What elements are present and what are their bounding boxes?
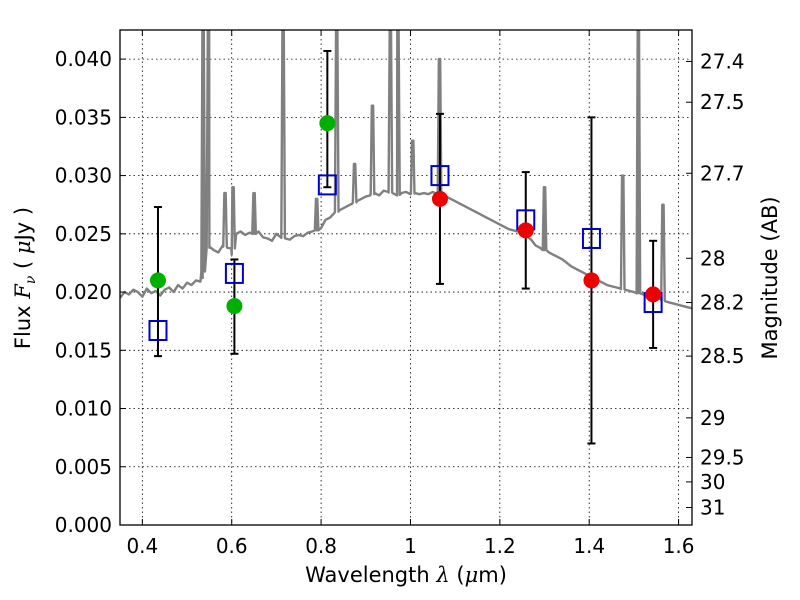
model-square-point bbox=[148, 319, 168, 341]
x-tick-label: 0.6 bbox=[216, 534, 248, 558]
right-tick-label: 28 bbox=[700, 246, 725, 270]
plot-frame bbox=[119, 29, 693, 526]
green-data-point bbox=[149, 272, 166, 289]
plot-area bbox=[120, 30, 692, 445]
right-tick-label: 30 bbox=[700, 470, 725, 494]
right-tick-label: 29.5 bbox=[700, 445, 745, 469]
y-tick-label: 0.035 bbox=[55, 105, 112, 129]
right-tick-label: 31 bbox=[700, 496, 725, 520]
right-tick-label: 27.7 bbox=[700, 161, 745, 185]
x-tick-label: 1.2 bbox=[484, 534, 516, 558]
y-tick-label: 0.020 bbox=[55, 280, 112, 304]
y-tick-label: 0.040 bbox=[55, 47, 112, 71]
right-tick-label: 28.2 bbox=[700, 291, 745, 315]
red-data-point bbox=[431, 190, 448, 207]
right-tick-label: 27.4 bbox=[700, 49, 745, 73]
green-data-point bbox=[319, 115, 336, 132]
y-tick-label: 0.010 bbox=[55, 397, 112, 421]
axis-ticks: 0.4 0.6 0.8 1 1.2 1.4 1.6 0.000 0.005 0.010 0.015 0… bbox=[55, 30, 745, 558]
model-square-point bbox=[581, 227, 601, 249]
y-tick-label: 0.015 bbox=[55, 338, 112, 362]
model-square-point bbox=[224, 262, 244, 284]
y-tick-label: 0.030 bbox=[55, 164, 112, 188]
x-axis-label: Wavelength λ (μm) bbox=[305, 563, 507, 587]
x-tick-label: 0.4 bbox=[126, 534, 158, 558]
x-tick-label: 1.4 bbox=[573, 534, 605, 558]
x-tick-label: 1 bbox=[404, 534, 417, 558]
red-data-point bbox=[645, 286, 662, 303]
x-tick-label: 0.8 bbox=[305, 534, 337, 558]
grid-lines bbox=[120, 30, 692, 526]
right-tick-label: 28.5 bbox=[700, 344, 745, 368]
x-tick-label: 1.6 bbox=[663, 534, 695, 558]
right-tick-label: 27.5 bbox=[700, 90, 745, 114]
y-tick-label: 0.025 bbox=[55, 222, 112, 246]
model-square-point bbox=[317, 174, 337, 196]
y-tick-label: 0.000 bbox=[55, 513, 112, 537]
right-tick-label: 29 bbox=[700, 406, 725, 430]
red-data-point bbox=[583, 272, 600, 289]
green-data-point bbox=[226, 298, 243, 315]
red-data-point bbox=[517, 222, 534, 239]
y-tick-label: 0.005 bbox=[55, 455, 112, 479]
model-square-point bbox=[430, 165, 450, 187]
y-axis-label: Flux Fν ( μJy ) bbox=[11, 207, 39, 349]
right-axis-label: Magnitude (AB) bbox=[758, 196, 782, 359]
